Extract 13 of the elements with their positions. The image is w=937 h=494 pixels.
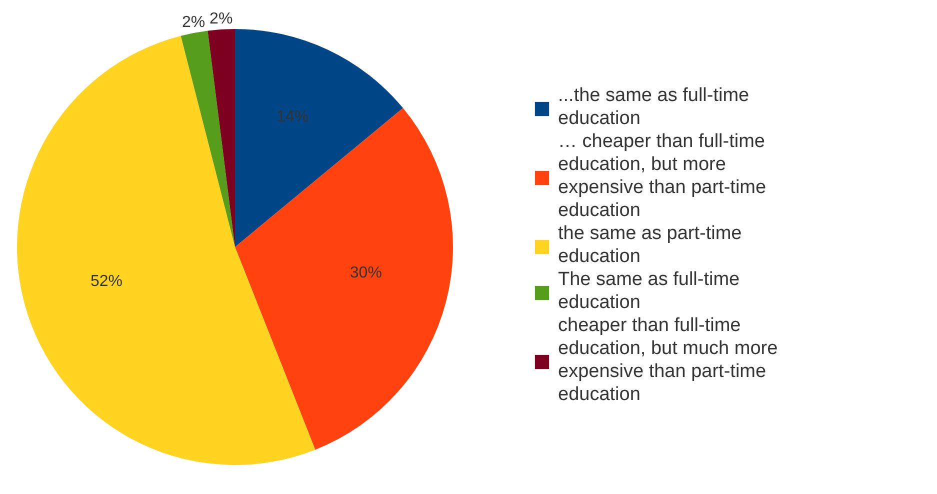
data-label: 2% [210,10,233,28]
pie-slice [208,29,235,247]
data-label: 30% [350,264,382,282]
pie-slice [17,36,316,465]
data-label: 52% [90,272,122,290]
data-label: 14% [276,108,309,126]
data-label: 2% [182,14,206,31]
pie-slice [180,30,235,247]
legend-label: cheaper than full-time education, but much more expensive than part-time education [558,315,778,405]
pie-slice [235,29,403,247]
pie-slice [235,108,453,450]
legend-label: the same as part-time education [558,223,742,267]
legend-label: ...the same as full-time education [558,85,750,129]
